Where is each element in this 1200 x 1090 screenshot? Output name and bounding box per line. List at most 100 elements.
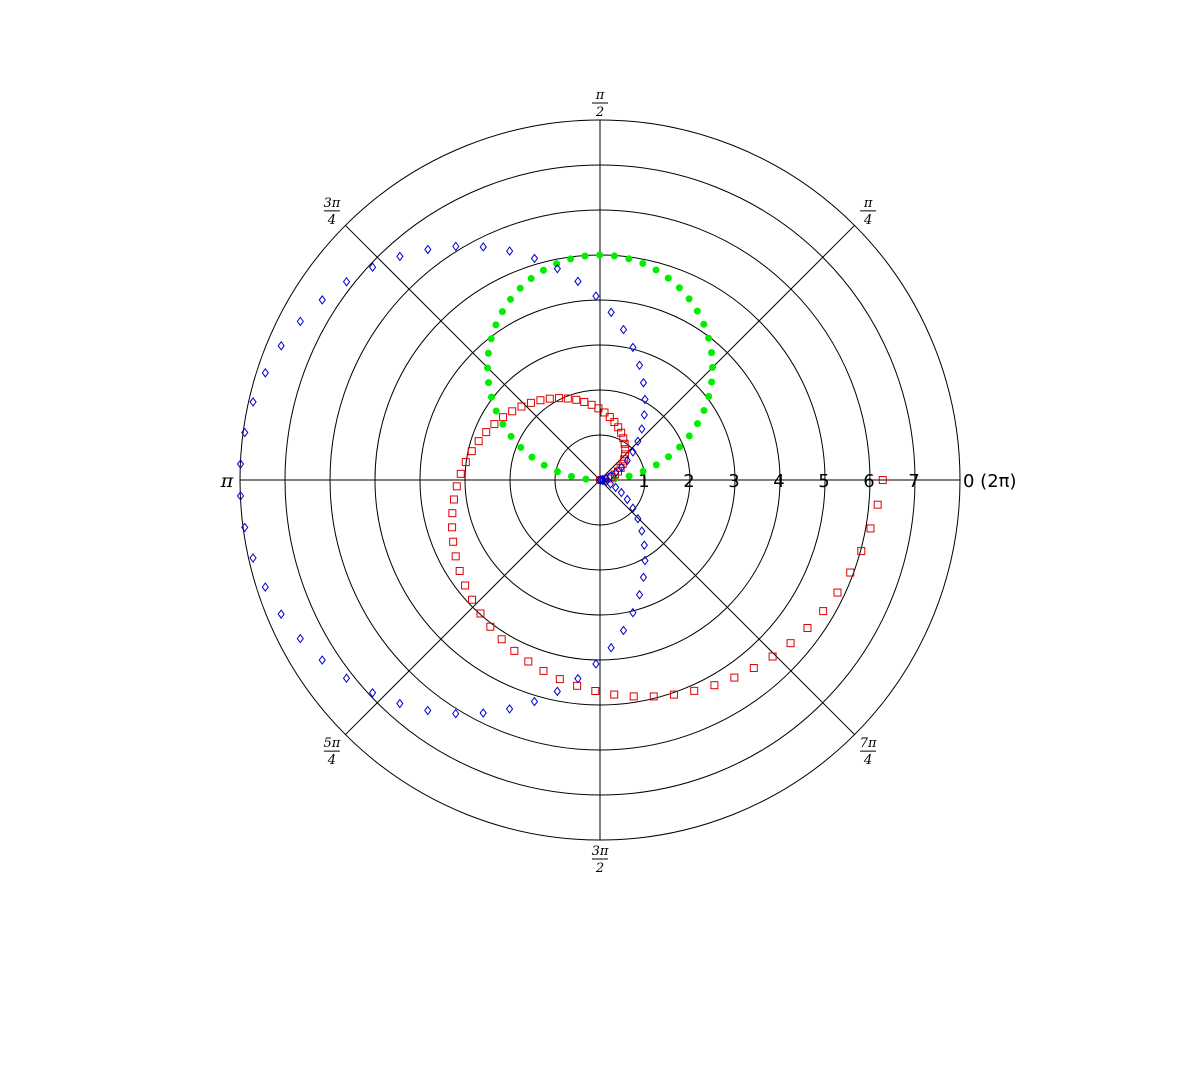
angle-tick-denominator: 4 [327, 213, 336, 228]
data-point [526, 398, 535, 407]
data-point [545, 394, 554, 403]
data-point [623, 494, 631, 505]
angle-tick-label: 3π4 [323, 196, 340, 228]
data-point [461, 458, 470, 467]
radial-tick-label: 6 [863, 471, 874, 492]
data-point [768, 652, 777, 661]
data-point [507, 295, 515, 303]
data-point [498, 308, 506, 316]
data-point [705, 392, 713, 400]
data-point [621, 445, 630, 454]
data-point [424, 705, 432, 716]
data-point [482, 428, 491, 437]
data-point [497, 635, 506, 644]
data-point [705, 334, 713, 342]
angle-tick-numerator: π [863, 196, 873, 211]
radial-tick-label: 7 [908, 471, 919, 492]
radial-tick-label: 2 [683, 471, 694, 492]
data-point [620, 439, 629, 448]
radial-tick-label: 4 [773, 471, 784, 492]
data-point [819, 607, 828, 616]
data-point [449, 537, 458, 546]
data-point [619, 434, 628, 443]
angle-tick-denominator: 2 [595, 105, 604, 120]
data-point [786, 639, 795, 648]
angle-tick-label: 5π4 [323, 736, 340, 768]
data-point [468, 595, 477, 604]
angle-tick-label: 7π4 [860, 736, 877, 768]
data-point [641, 555, 649, 566]
data-point [396, 251, 404, 262]
data-point [567, 472, 575, 480]
data-point [455, 566, 464, 575]
data-point [640, 410, 648, 420]
angle-tick-denominator: 4 [863, 753, 872, 768]
data-point [507, 432, 515, 440]
data-point [554, 394, 563, 403]
data-point [599, 474, 607, 485]
data-point [249, 397, 257, 407]
data-point [617, 428, 626, 437]
data-point [617, 462, 625, 473]
series-0 [484, 251, 716, 484]
data-point [610, 252, 618, 260]
data-point [492, 407, 500, 415]
spoke-1 [599, 225, 855, 481]
data-point [553, 263, 561, 274]
data-point [685, 432, 693, 440]
data-point [592, 659, 600, 669]
radial-tick-label: 3 [728, 471, 739, 492]
data-point [629, 692, 638, 701]
data-point [527, 274, 535, 282]
data-point [448, 523, 457, 532]
data-point [612, 467, 620, 478]
data-point [596, 475, 604, 485]
data-point [536, 396, 545, 405]
data-point [572, 395, 581, 404]
data-point [452, 241, 460, 252]
data-point [619, 324, 628, 335]
data-point [629, 342, 637, 353]
data-point [505, 704, 514, 714]
data-point [625, 472, 633, 480]
data-point [553, 468, 561, 476]
spoke-5 [345, 479, 601, 735]
data-point [652, 461, 660, 469]
angle-tick-label: π [220, 470, 234, 492]
data-point [451, 552, 460, 561]
data-point [505, 246, 514, 256]
data-point [573, 681, 582, 690]
data-point [368, 687, 377, 698]
data-point [676, 443, 684, 451]
data-point [474, 437, 483, 446]
data-point [634, 436, 642, 447]
spoke-3 [345, 225, 601, 481]
data-point [296, 316, 304, 327]
data-point [499, 413, 508, 422]
data-point [675, 284, 683, 292]
data-point [508, 407, 517, 416]
data-point [700, 320, 708, 328]
data-point [485, 379, 493, 387]
data-point [638, 526, 646, 536]
data-point [449, 495, 458, 504]
data-point [587, 400, 596, 409]
data-point [625, 255, 633, 263]
data-point [236, 491, 245, 501]
angle-tick-numerator: 3π [592, 844, 609, 859]
series-2 [236, 241, 649, 719]
data-point [492, 321, 500, 329]
data-point [582, 475, 590, 483]
angle-tick-numerator: 3π [323, 196, 340, 211]
angle-tick-denominator: 4 [863, 213, 872, 228]
radial-tick-label: 1 [638, 471, 649, 492]
data-point [857, 547, 866, 556]
data-point [640, 540, 648, 550]
angle-tick-numerator: π [595, 88, 605, 103]
data-point [486, 622, 495, 631]
data-point [277, 609, 285, 619]
data-point [599, 475, 607, 486]
data-point [539, 666, 548, 675]
angle-tick-numerator: 7π [860, 736, 877, 751]
